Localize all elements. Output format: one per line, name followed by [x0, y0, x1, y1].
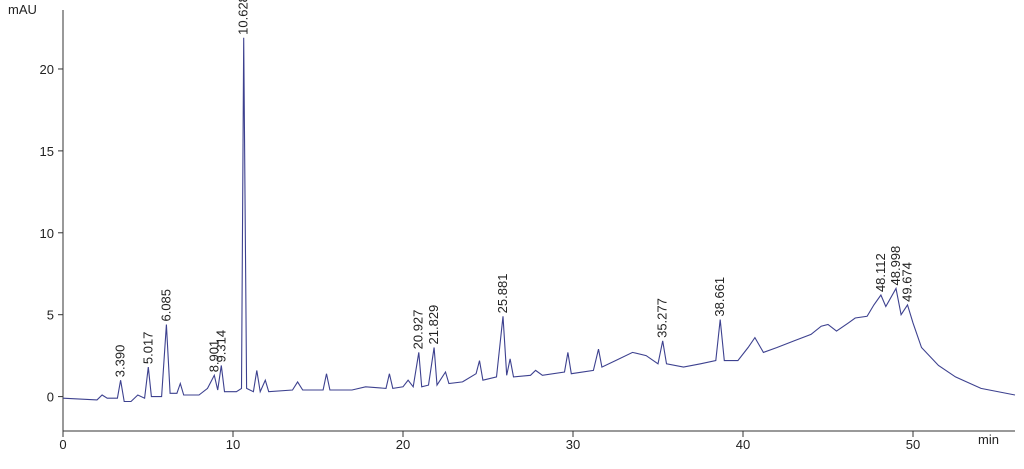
x-tick-label: 30: [566, 437, 580, 452]
peak-label: 48.998: [888, 246, 903, 286]
x-tick-label: 20: [396, 437, 410, 452]
peak-label: 20.927: [411, 310, 426, 350]
y-axis-label: mAU: [8, 2, 37, 17]
trace: [62, 37, 1016, 403]
peak-label: 5.017: [140, 332, 155, 365]
x-tick-label: 50: [906, 437, 920, 452]
x-axis-label: min: [978, 432, 999, 447]
x-tick-label: 0: [59, 437, 66, 452]
peak-label: 25.881: [495, 274, 510, 314]
x-tick-label: 10: [226, 437, 240, 452]
peak-label: 9.314: [213, 330, 228, 363]
y-tick-label: 10: [40, 226, 54, 241]
y-tick-label: 0: [47, 390, 54, 405]
y-tick-label: 20: [40, 62, 54, 77]
peak-label: 10.628: [236, 0, 251, 35]
peak-label: 6.085: [158, 289, 173, 322]
peak-label: 49.674: [899, 262, 914, 302]
x-tick-label: 40: [736, 437, 750, 452]
peak-label: 21.829: [426, 305, 441, 345]
peak-label: 35.277: [655, 298, 670, 338]
peak-label: 8.901: [206, 340, 221, 373]
y-tick-label: 5: [47, 308, 54, 323]
peak-label: 38.661: [712, 277, 727, 317]
peak-label: 48.112: [873, 253, 888, 292]
peak-label: 3.390: [113, 345, 128, 378]
y-tick-label: 15: [40, 144, 54, 159]
